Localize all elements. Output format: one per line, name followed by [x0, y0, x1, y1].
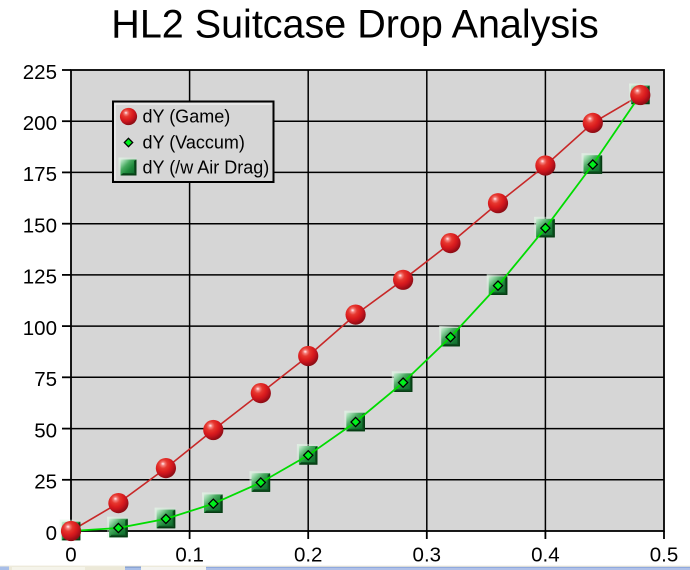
svg-text:175: 175 — [23, 163, 57, 186]
svg-text:dY (Game): dY (Game) — [143, 107, 231, 127]
svg-text:dY (/w Air Drag): dY (/w Air Drag) — [143, 158, 270, 178]
svg-text:0.5: 0.5 — [650, 544, 679, 567]
svg-text:0: 0 — [46, 522, 57, 545]
svg-text:0.1: 0.1 — [175, 544, 204, 567]
svg-text:125: 125 — [23, 266, 57, 289]
svg-text:50: 50 — [34, 419, 57, 442]
svg-text:225: 225 — [23, 61, 57, 84]
svg-text:HL2 Suitcase Drop Analysis: HL2 Suitcase Drop Analysis — [111, 3, 598, 47]
svg-text:75: 75 — [34, 368, 57, 391]
svg-text:0: 0 — [65, 544, 76, 567]
svg-text:150: 150 — [23, 215, 57, 238]
svg-text:0.3: 0.3 — [413, 544, 442, 567]
svg-text:0.2: 0.2 — [294, 544, 323, 567]
svg-text:0.4: 0.4 — [531, 544, 560, 567]
svg-text:100: 100 — [23, 317, 57, 340]
svg-text:25: 25 — [34, 471, 57, 494]
svg-text:200: 200 — [23, 112, 57, 135]
svg-text:dY (Vaccum): dY (Vaccum) — [143, 133, 245, 153]
